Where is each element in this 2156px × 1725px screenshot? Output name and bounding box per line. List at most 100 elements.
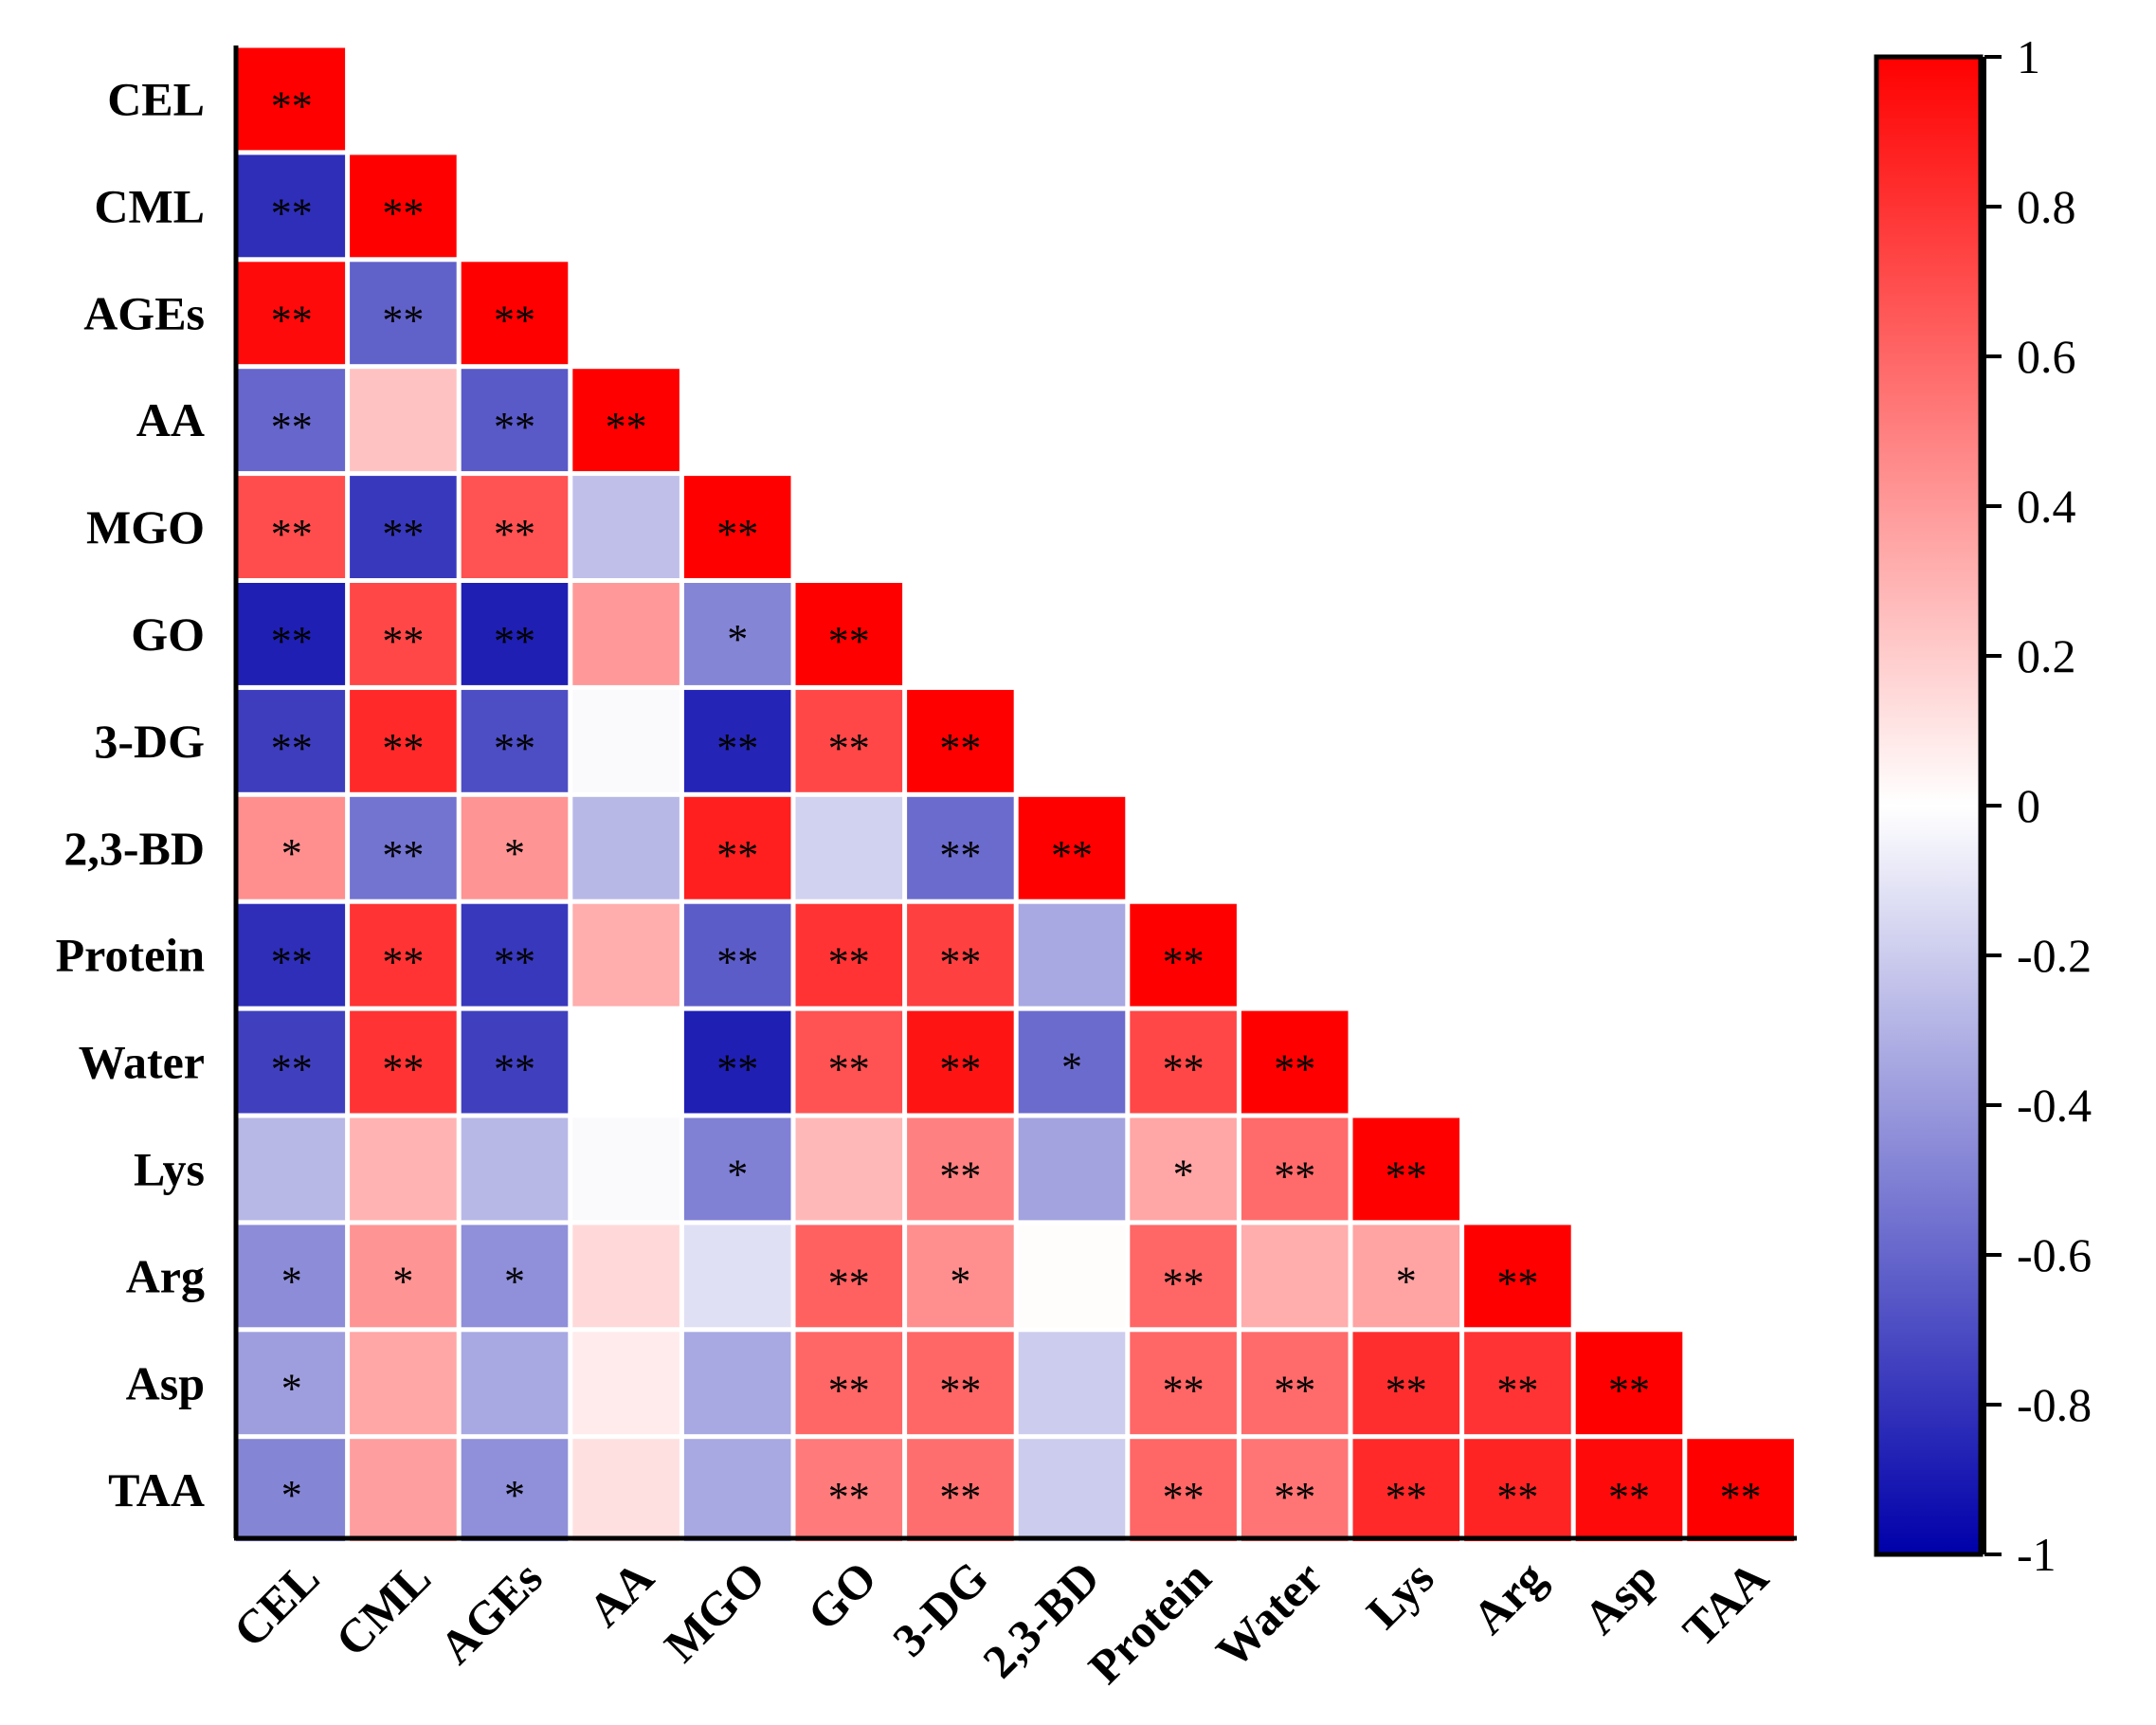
significance-label: ** — [271, 297, 313, 343]
heatmap-cell-go-aa — [572, 583, 679, 685]
significance-label: * — [504, 1258, 525, 1304]
heatmap-cell-arg-water — [1241, 1225, 1349, 1328]
significance-label: ** — [1386, 1474, 1427, 1520]
significance-label: ** — [828, 939, 870, 986]
colorbar-tick-label: 1 — [2017, 30, 2040, 83]
significance-label: ** — [271, 404, 313, 450]
heatmap-cell-2-3-bd-2-3-bd — [1018, 796, 1126, 899]
significance-label: ** — [1496, 1474, 1538, 1520]
col-label-lys: Lys — [1356, 1551, 1444, 1639]
colorbar: 1 0.8 0.6 0.4 0.2 0 -0.2 -0.4 -0.6 -0.8 -1 — [1874, 30, 2092, 1581]
significance-label: ** — [382, 190, 424, 236]
heatmap-cell-3-dg-cml — [350, 689, 457, 792]
significance-label: ** — [1720, 1474, 1762, 1520]
significance-label: ** — [939, 1474, 981, 1520]
heatmap-cell-3-dg-3-dg — [907, 689, 1014, 792]
heatmap-cell-go-cml — [350, 583, 457, 685]
significance-label: ** — [494, 511, 535, 557]
heatmap-cell-protein-go — [795, 903, 903, 1007]
significance-label: * — [727, 616, 748, 663]
heatmap-cell-taa-arg — [1464, 1439, 1571, 1542]
col-label-cml: CML — [325, 1551, 441, 1666]
col-label-ages: AGEs — [429, 1551, 553, 1674]
significance-label: ** — [1496, 1260, 1538, 1306]
colorbar-tick-label: 0.4 — [2017, 480, 2076, 533]
significance-label: ** — [939, 1367, 981, 1413]
significance-label: ** — [1608, 1474, 1650, 1520]
heatmap-cell-2-3-bd-cel — [236, 796, 346, 899]
significance-label: * — [727, 1152, 748, 1198]
heatmap-cell-asp-cel — [236, 1332, 346, 1435]
heatmap-cell-water-aa — [572, 1010, 679, 1114]
heatmap-cell-taa-asp — [1575, 1439, 1683, 1542]
significance-label: ** — [271, 939, 313, 986]
heatmap-cell-arg-cml — [350, 1225, 457, 1328]
row-label-3-dg: 3-DG — [94, 715, 205, 768]
significance-label: ** — [271, 83, 313, 130]
heatmap-cell-asp-go — [795, 1332, 903, 1435]
row-label-water: Water — [79, 1036, 205, 1089]
colorbar-tick-label: -0.6 — [2017, 1228, 2092, 1281]
row-label-2-3-bd: 2,3-BD — [63, 822, 205, 875]
significance-label: ** — [382, 832, 424, 879]
significance-label: ** — [382, 618, 424, 664]
significance-label: ** — [828, 1367, 870, 1413]
heatmap-cell-taa-water — [1241, 1439, 1349, 1542]
heatmap-cell-aa-ages — [461, 369, 569, 472]
heatmap-cell-arg-2-3-bd — [1018, 1225, 1126, 1328]
significance-label: ** — [1274, 1367, 1315, 1413]
heatmap-cell-lys-3-dg — [907, 1117, 1014, 1221]
col-label-mgo: MGO — [654, 1551, 775, 1672]
significance-label: ** — [494, 404, 535, 450]
heatmap-cell-arg-arg — [1464, 1225, 1571, 1328]
significance-label: ** — [271, 618, 313, 664]
heatmap-cell-taa-aa — [572, 1439, 679, 1542]
row-label-arg: Arg — [126, 1249, 205, 1302]
significance-label: * — [504, 1472, 525, 1518]
col-label-protein: Protein — [1078, 1551, 1221, 1694]
col-label-go: GO — [797, 1551, 887, 1641]
heatmap-cell-aa-cel — [236, 369, 346, 472]
col-label-arg: Arg — [1462, 1551, 1556, 1644]
heatmap-cell-ages-ages — [461, 262, 569, 365]
heatmap-cell-arg-mgo — [683, 1225, 791, 1328]
heatmap-cell-protein-protein — [1130, 903, 1237, 1007]
significance-label: ** — [939, 939, 981, 986]
row-label-asp: Asp — [126, 1356, 205, 1409]
heatmap-cell-taa-taa — [1687, 1439, 1794, 1542]
heatmap-cell-3-dg-ages — [461, 689, 569, 792]
colorbar-tick-label: 0 — [2017, 779, 2040, 832]
heatmap-cell-cml-cml — [350, 154, 457, 258]
significance-label: ** — [494, 297, 535, 343]
significance-label: ** — [1274, 1153, 1315, 1200]
heatmap-cell-taa-ages — [461, 1439, 569, 1542]
heatmap-cell-water-mgo — [683, 1010, 791, 1114]
colorbar-tick-label: -0.8 — [2017, 1378, 2092, 1431]
significance-label: ** — [1163, 1260, 1205, 1306]
heatmap-cell-mgo-aa — [572, 476, 679, 578]
significance-label: ** — [382, 511, 424, 557]
heatmap-cell-lys-cml — [350, 1117, 457, 1221]
significance-label: ** — [1386, 1153, 1427, 1200]
row-label-cel: CEL — [107, 73, 205, 126]
colorbar-tick-label: 0.2 — [2017, 629, 2076, 682]
heatmap-cell-lys-cel — [236, 1117, 346, 1221]
heatmap-cell-mgo-cel — [236, 476, 346, 578]
heatmap-cell-asp-aa — [572, 1332, 679, 1435]
colorbar-gradient — [1874, 54, 1984, 1557]
heatmap-cell-protein-2-3-bd — [1018, 903, 1126, 1007]
significance-label: ** — [939, 725, 981, 772]
colorbar-tick-label: 0.6 — [2017, 330, 2076, 383]
row-label-lys: Lys — [134, 1143, 205, 1196]
significance-label: ** — [494, 1046, 535, 1093]
heatmap-cell-water-cel — [236, 1010, 346, 1114]
heatmap-cell-taa-mgo — [683, 1439, 791, 1542]
heatmap-cell-arg-go — [795, 1225, 903, 1328]
heatmap-cell-aa-aa — [572, 369, 679, 472]
colorbar-tick-label: -0.4 — [2017, 1079, 2092, 1132]
significance-label: ** — [716, 511, 758, 557]
heatmap-cell-lys-aa — [572, 1117, 679, 1221]
significance-label: ** — [828, 1046, 870, 1093]
heatmap-cell-cml-cel — [236, 154, 346, 258]
heatmap-cell-protein-cml — [350, 903, 457, 1007]
